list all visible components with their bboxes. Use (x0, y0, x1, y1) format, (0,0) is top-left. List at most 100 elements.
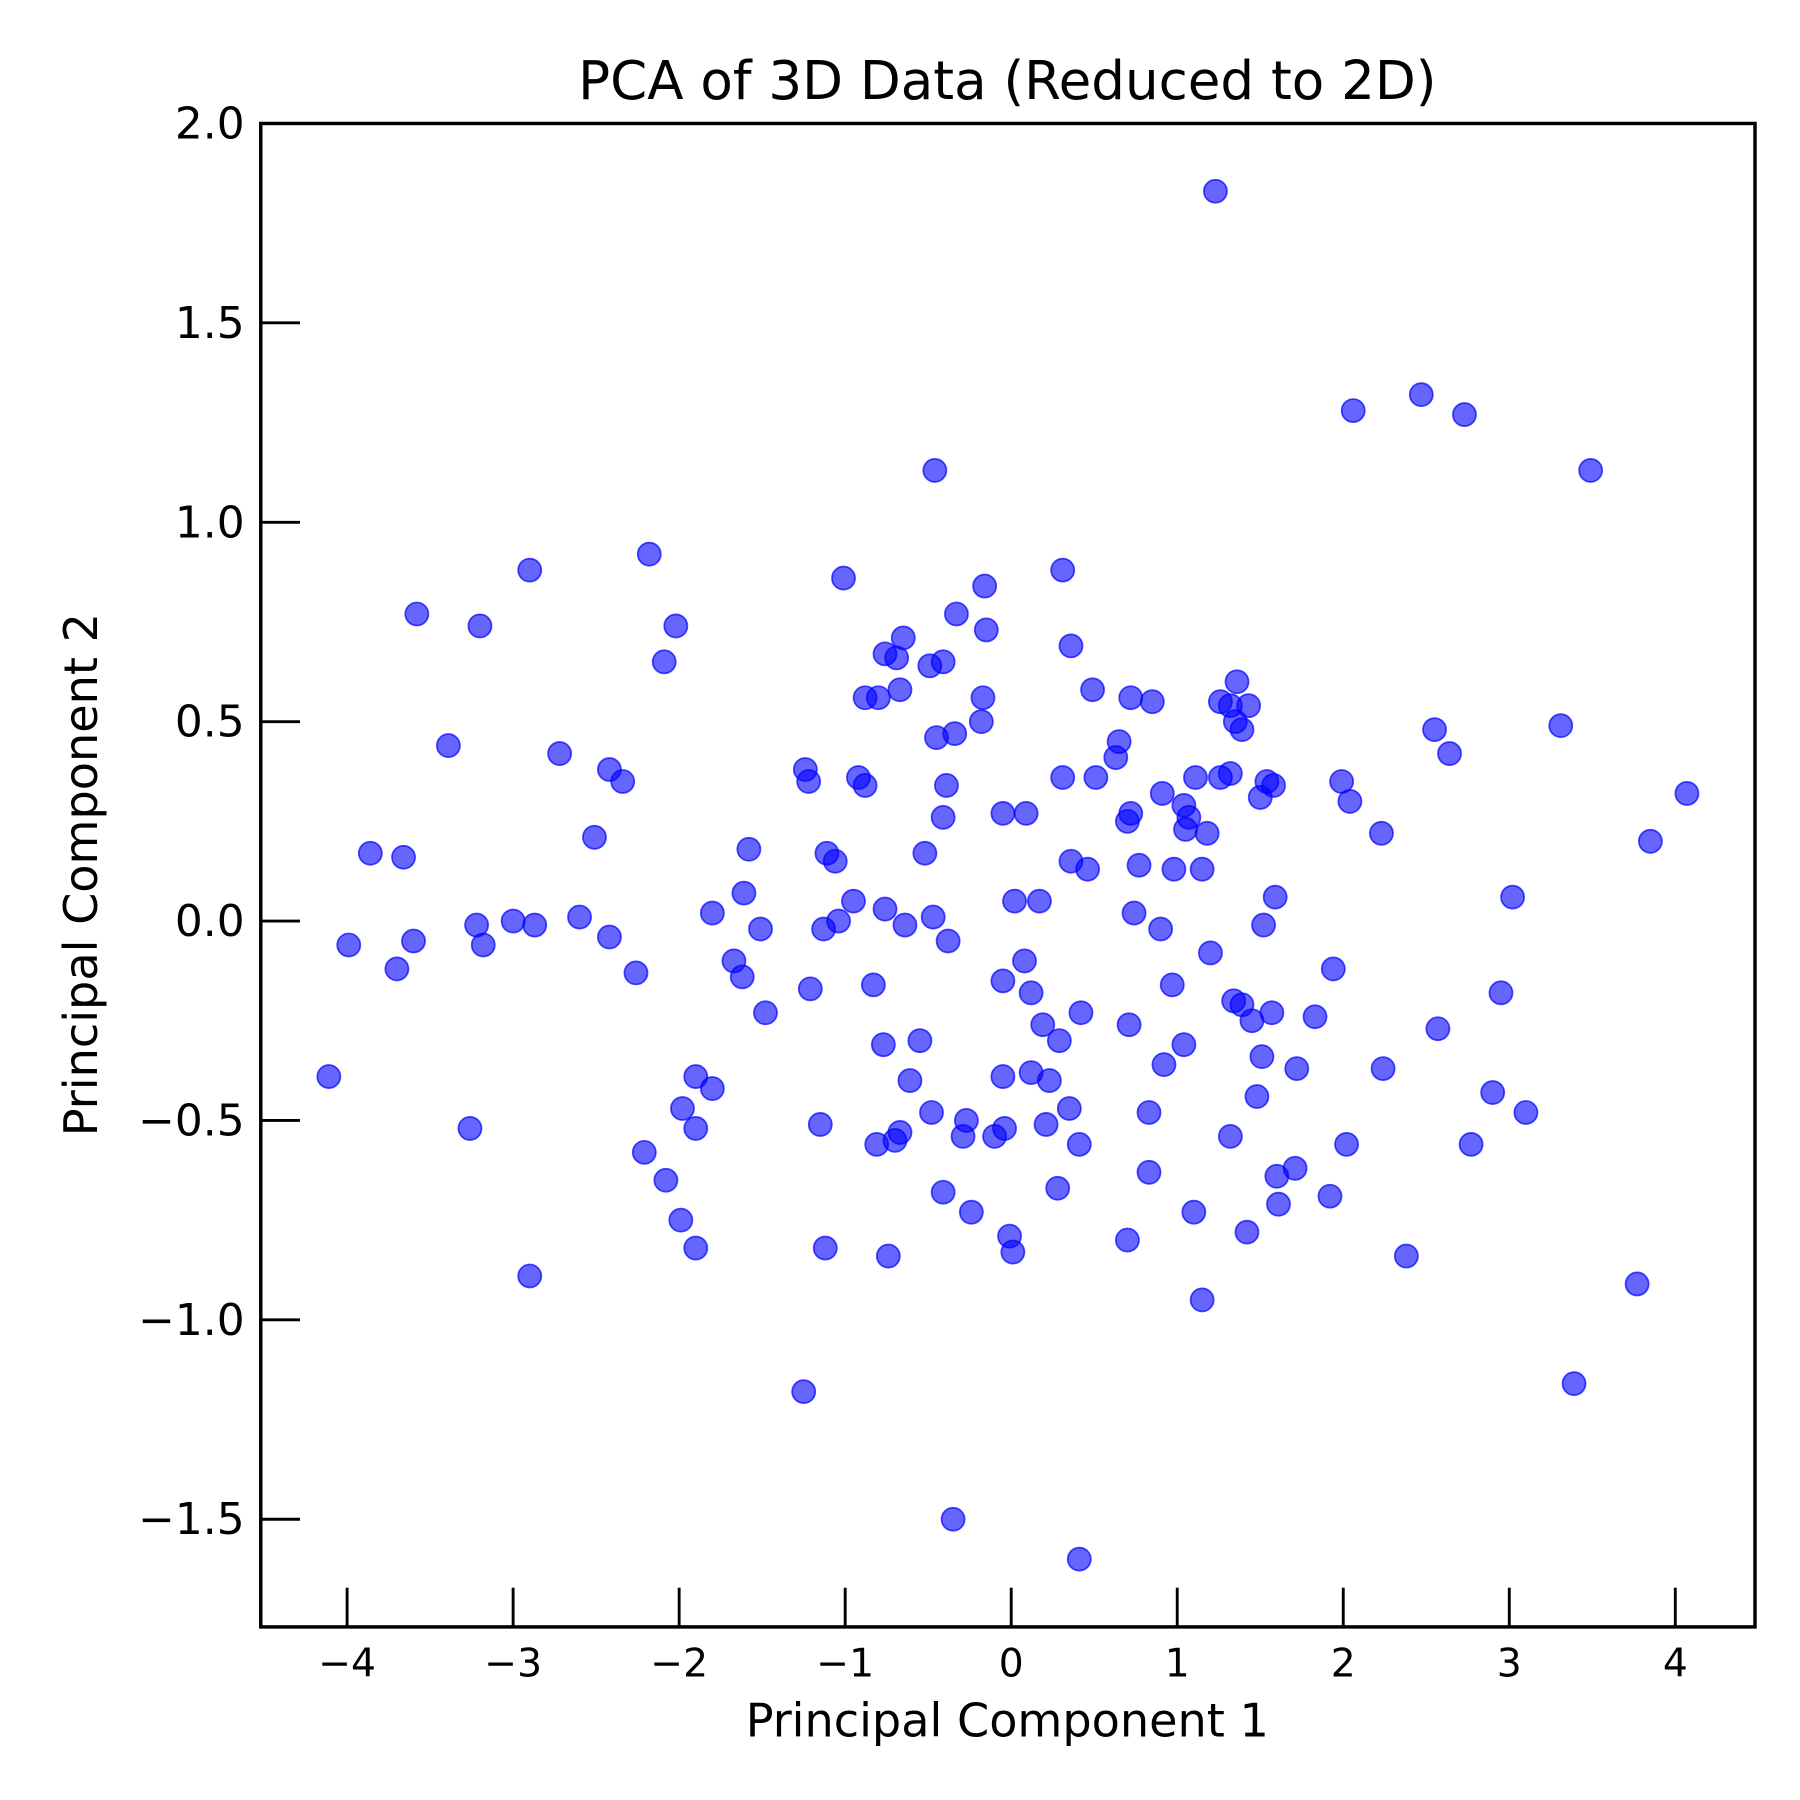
data-point (831, 565, 856, 591)
data-point (1045, 1175, 1071, 1201)
data-point (1262, 884, 1288, 910)
data-point (1118, 685, 1144, 711)
data-point (990, 800, 1016, 826)
data-point (1320, 956, 1346, 982)
data-point (1027, 888, 1052, 914)
data-point (990, 968, 1016, 994)
data-point (623, 960, 649, 986)
data-point (1437, 741, 1462, 766)
data-point (1115, 1227, 1140, 1253)
data-point (1578, 458, 1604, 483)
chart-title: PCA of 3D Data (Reduced to 2D) (578, 50, 1436, 112)
data-point (1369, 820, 1394, 846)
data-point (864, 1131, 890, 1157)
data-point (797, 976, 823, 1002)
data-point (852, 773, 878, 798)
x-tick-label: 1 (1165, 1642, 1190, 1687)
data-point (970, 685, 996, 711)
data-point (1013, 800, 1039, 826)
data-point (841, 888, 866, 914)
data-point (1249, 1044, 1275, 1070)
y-tick-label: 0.0 (175, 896, 245, 947)
data-point (1018, 980, 1044, 1006)
data-point (401, 928, 426, 954)
data-point (753, 1000, 778, 1026)
data-point (1056, 1096, 1082, 1121)
data-point (919, 1100, 944, 1125)
data-point (435, 733, 461, 758)
data-point (1050, 765, 1076, 790)
data-point (1151, 1052, 1177, 1078)
data-point (384, 956, 410, 982)
data-point (1624, 1271, 1650, 1297)
data-point (1266, 1191, 1291, 1217)
data-point (1183, 765, 1208, 790)
data-point (958, 1199, 984, 1225)
data-point (683, 1116, 709, 1141)
x-tick-label: −3 (484, 1642, 542, 1687)
data-point (1674, 781, 1700, 806)
data-point (1337, 789, 1363, 814)
data-point (336, 932, 362, 958)
data-point (1422, 717, 1447, 743)
data-point (457, 1116, 483, 1141)
data-point (1080, 677, 1105, 703)
data-point (1203, 178, 1228, 204)
data-point (924, 725, 949, 751)
data-point (1458, 1131, 1484, 1157)
data-point (1136, 1100, 1162, 1125)
data-point (822, 848, 848, 874)
data-point (1334, 1131, 1359, 1157)
data-point (1425, 1016, 1451, 1042)
data-point (1115, 808, 1140, 834)
data-point (1302, 1004, 1328, 1030)
data-point (1000, 1239, 1026, 1265)
data-point (930, 649, 956, 675)
data-point (982, 1123, 1008, 1149)
data-point (1452, 402, 1477, 427)
data-point (884, 645, 910, 671)
y-axis-label: Principal Component 2 (54, 613, 108, 1136)
data-point (872, 896, 898, 922)
data-point (1075, 856, 1100, 882)
data-point (1251, 912, 1276, 938)
data-point (1244, 1084, 1270, 1109)
data-point (865, 685, 891, 711)
data-point (930, 1179, 956, 1205)
data-point (944, 601, 969, 627)
data-point (404, 601, 430, 627)
data-point (1159, 972, 1185, 998)
y-tick-label: 0.5 (175, 697, 245, 748)
data-point (748, 916, 773, 942)
data-point (1148, 916, 1174, 942)
data-point (972, 573, 998, 599)
data-point (1139, 689, 1165, 715)
data-point (935, 928, 961, 954)
data-point (870, 1032, 896, 1058)
data-point (582, 824, 607, 850)
x-tick-label: −4 (318, 1642, 376, 1687)
data-point (1033, 1112, 1059, 1137)
data-point (597, 924, 622, 950)
x-tick-label: −1 (816, 1642, 874, 1687)
y-axis: 2.0 1.5 1.0 0.5 0.0 −0.5 −1.0 −1.5 (138, 98, 300, 1545)
data-point (875, 1243, 901, 1269)
data-point (1012, 948, 1037, 974)
data-point (1136, 1159, 1162, 1185)
data-point (1173, 816, 1198, 842)
data-point (567, 904, 592, 930)
x-tick-label: 0 (999, 1642, 1024, 1687)
data-point (1393, 1243, 1419, 1269)
data-point (807, 1112, 833, 1137)
data-point (1171, 1032, 1197, 1058)
y-tick-label: 1.5 (175, 298, 245, 349)
data-point (1121, 900, 1147, 926)
points-layer (316, 178, 1700, 1572)
y-tick-label: −1.5 (138, 1494, 244, 1545)
data-point (1050, 557, 1076, 583)
data-point (1058, 633, 1084, 659)
data-point (861, 972, 886, 998)
y-tick-label: 1.0 (175, 497, 245, 548)
data-point (729, 964, 755, 990)
